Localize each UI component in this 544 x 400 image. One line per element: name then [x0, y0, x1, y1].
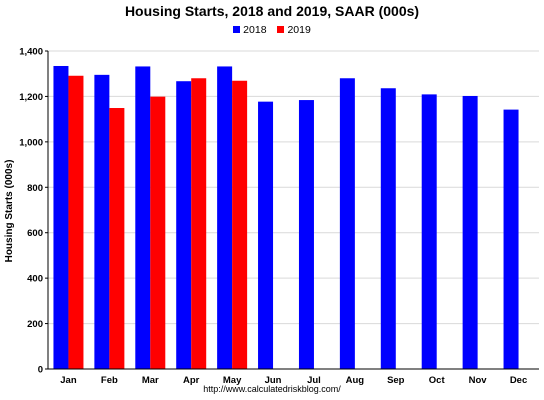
y-tick-label: 1,200 [19, 92, 43, 103]
bar-2019-may [232, 80, 248, 370]
bar-2018-feb [94, 74, 110, 369]
legend: 2018 2019 [0, 24, 544, 36]
legend-label-2018: 2018 [243, 24, 267, 36]
x-tick-label: Oct [429, 375, 446, 386]
legend-swatch-2018 [233, 26, 241, 33]
bar-2018-jul [298, 100, 314, 369]
x-tick-label: Nov [469, 375, 488, 386]
bar-2019-jan [68, 75, 84, 369]
source-note: http://www.calculatedriskblog.com/ [203, 384, 341, 394]
x-tick-label: Dec [510, 375, 527, 386]
y-tick-label: 600 [27, 228, 43, 239]
bar-2018-nov [462, 95, 478, 369]
bars [53, 65, 519, 370]
x-tick-label: Sep [387, 375, 405, 386]
y-tick-label: 0 [38, 365, 43, 376]
bar-2018-mar [135, 66, 151, 370]
axes: 0 200 400 600 800 1,000 1,200 1,400 Jan Feb Mar Apr… [19, 47, 539, 386]
bar-2018-sep [380, 88, 396, 369]
bar-2019-apr [191, 78, 207, 369]
bar-2018-jun [258, 101, 274, 369]
x-tick-label: Jul [307, 375, 321, 386]
bar-2018-dec [503, 109, 519, 370]
x-tick-label: Mar [142, 375, 159, 386]
x-tick-label: Feb [101, 375, 118, 386]
bar-2019-mar [150, 96, 166, 370]
y-tick-label: 200 [27, 319, 43, 330]
bar-2018-may [217, 66, 233, 370]
legend-label-2019: 2019 [287, 24, 311, 36]
y-tick-label: 800 [27, 183, 43, 194]
y-tick-label: 400 [27, 274, 43, 285]
bar-2019-feb [109, 108, 125, 370]
x-tick-label: Jan [60, 375, 77, 386]
bar-2018-oct [421, 94, 437, 370]
y-axis-title: Housing Starts (000s) [4, 160, 15, 263]
bar-2018-jan [53, 65, 69, 370]
x-tick-label: Aug [346, 375, 365, 386]
y-tick-label: 1,000 [19, 137, 43, 148]
legend-item-2018: 2018 [233, 24, 267, 36]
gridlines [48, 50, 539, 325]
legend-item-2019: 2019 [277, 24, 311, 36]
chart-title: Housing Starts, 2018 and 2019, SAAR (000… [124, 3, 420, 19]
x-tick-label: May [223, 375, 242, 386]
bar-2018-apr [176, 81, 192, 370]
bar-2018-aug [339, 78, 355, 369]
x-tick-label: Jun [265, 375, 282, 386]
legend-swatch-2019 [277, 26, 285, 33]
y-tick-label: 1,400 [19, 47, 43, 58]
x-tick-label: Apr [183, 375, 200, 386]
